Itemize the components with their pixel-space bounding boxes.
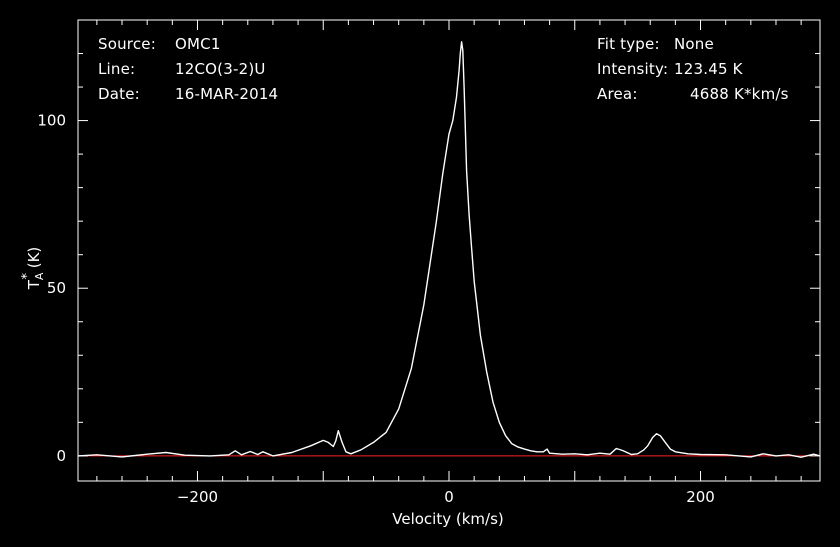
axis-ticks: −200 0 200 0 50 100: [37, 20, 820, 506]
x-tick-label: 0: [444, 488, 454, 506]
source-value: OMC1: [175, 35, 221, 53]
y-axis-label-sub: A: [33, 272, 46, 280]
y-axis-label-main: T: [25, 279, 43, 290]
line-value: 12CO(3-2)U: [175, 60, 266, 78]
date-value: 16-MAR-2014: [175, 85, 279, 103]
y-axis-label-sup: *: [20, 273, 35, 280]
y-axis-label-unit: (K): [25, 247, 43, 273]
intensity-value: 123.45 K: [674, 60, 743, 78]
y-tick-label: 50: [47, 279, 66, 297]
y-tick-label: 100: [37, 112, 66, 130]
x-tick-label: −200: [177, 488, 218, 506]
x-axis-label: Velocity (km/s): [392, 510, 503, 528]
y-axis-label-group: TA* (K): [20, 247, 46, 291]
intensity-label: Intensity:: [597, 60, 669, 78]
source-label: Source:: [98, 35, 156, 53]
fit-type-label: Fit type:: [597, 35, 660, 53]
y-tick-label: 0: [56, 447, 66, 465]
area-value: 4688 K*km/s: [690, 85, 789, 103]
series-line-0: [77, 41, 821, 458]
y-axis-label: TA* (K): [20, 247, 46, 291]
spectrum-series: [77, 41, 821, 458]
x-tick-label: 200: [686, 488, 715, 506]
line-label: Line:: [98, 60, 136, 78]
fit-type-value: None: [674, 35, 714, 53]
area-label: Area:: [597, 85, 638, 103]
date-label: Date:: [98, 85, 140, 103]
